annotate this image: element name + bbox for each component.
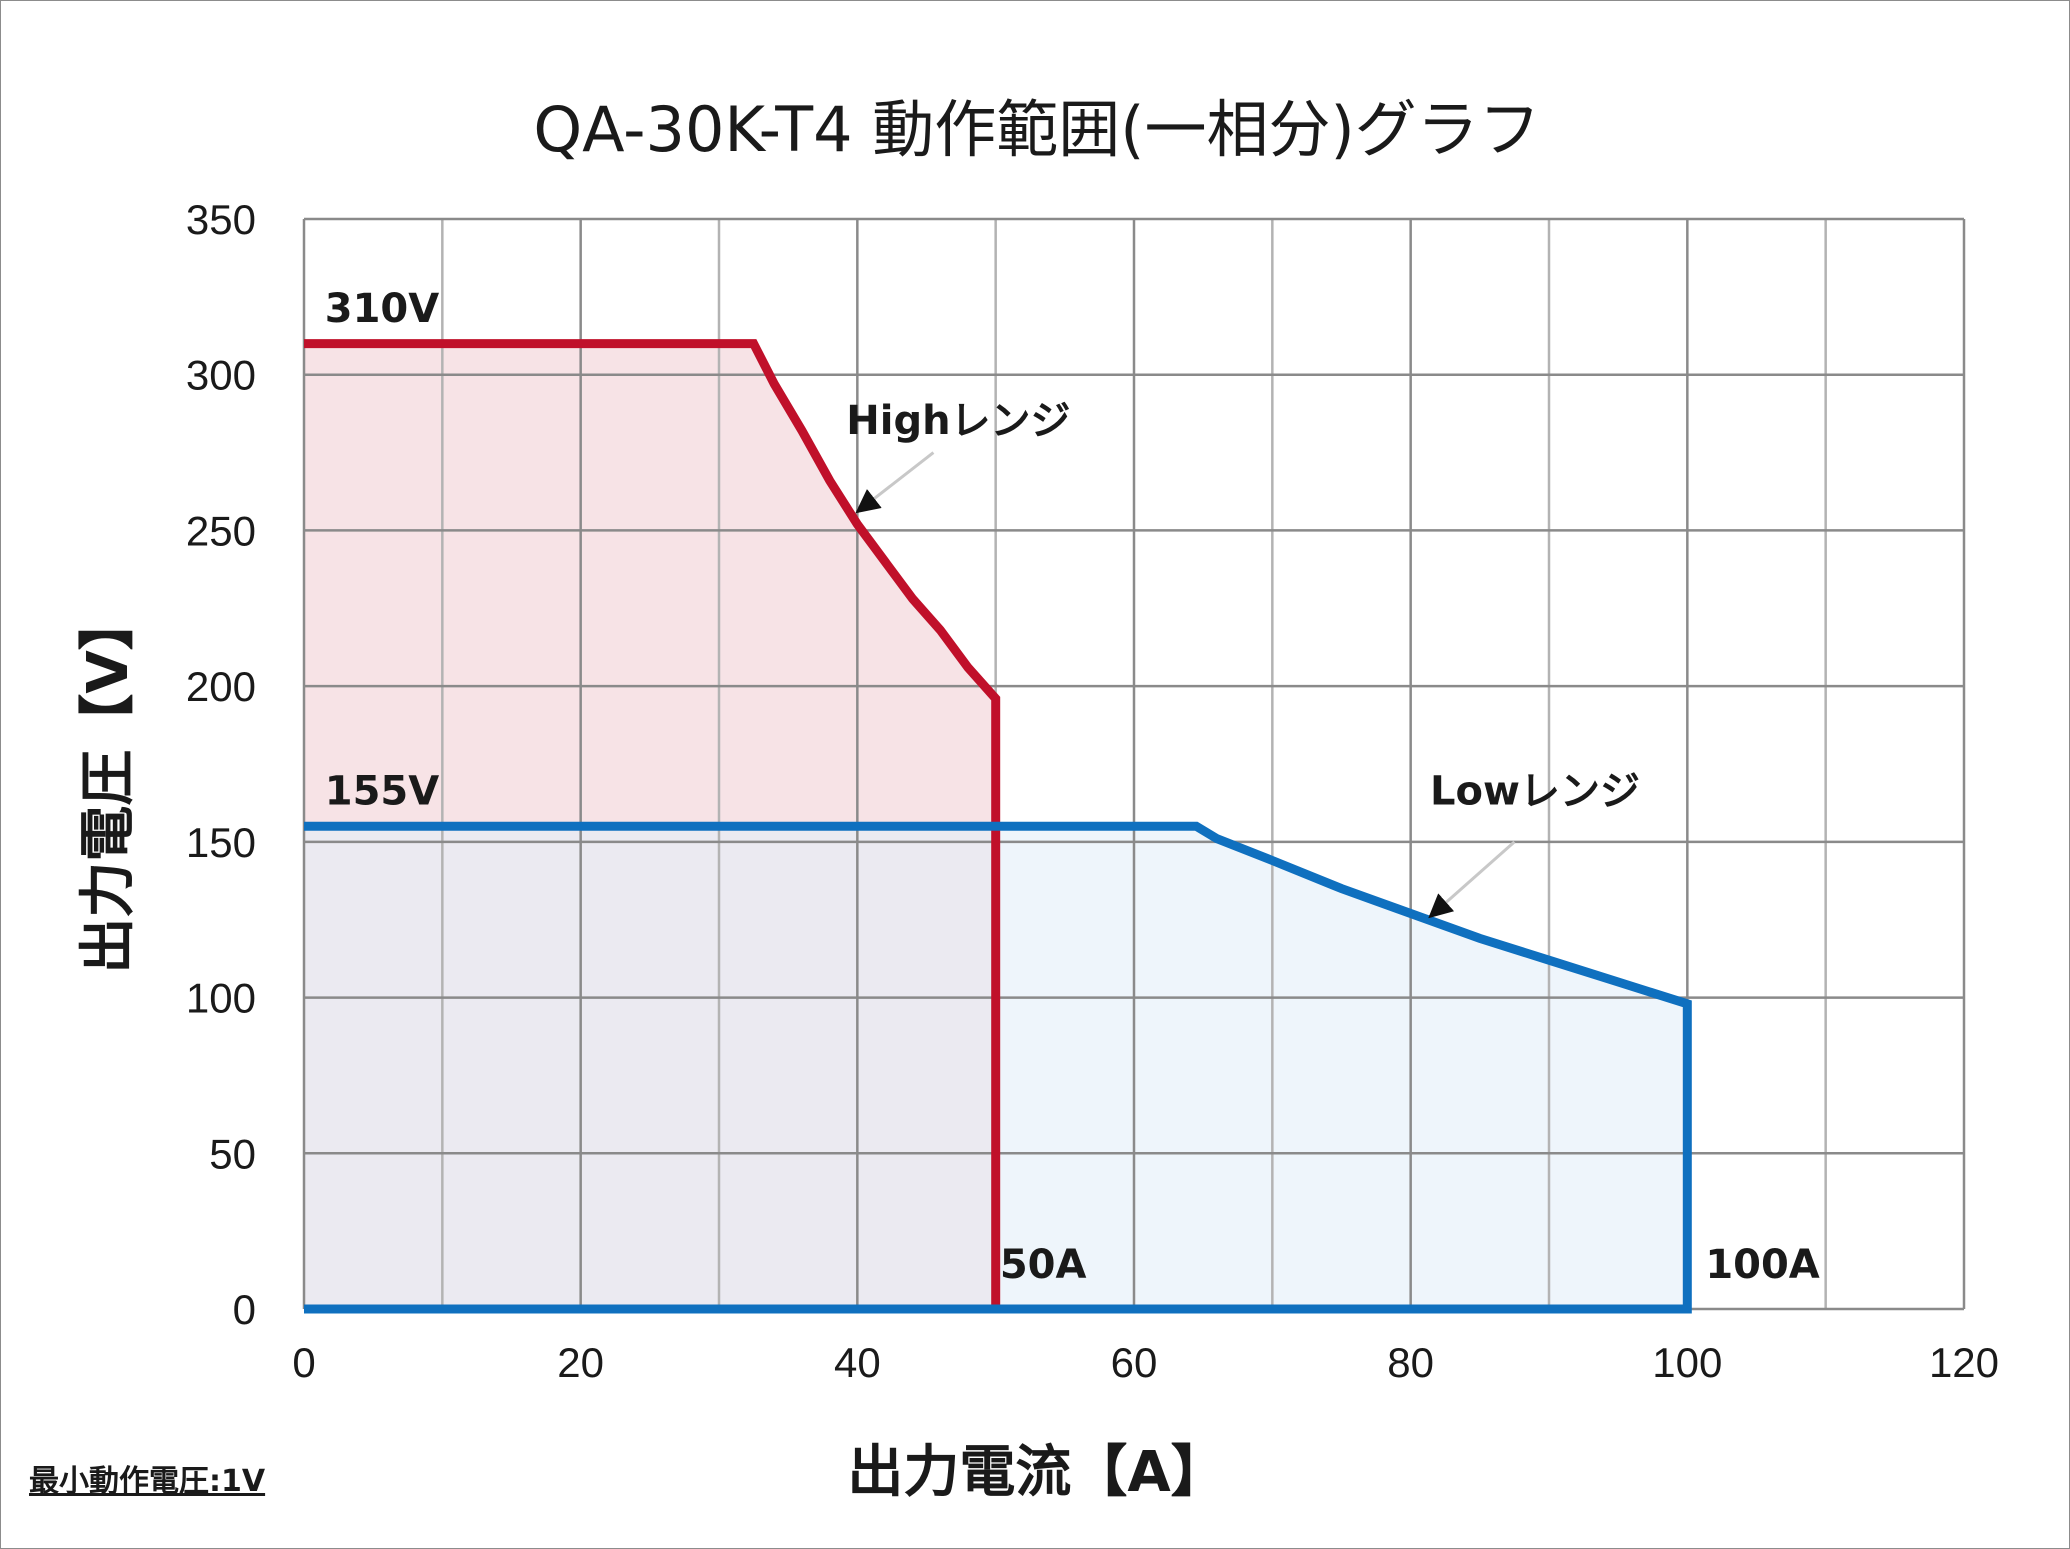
annotation-label: Lowレンジ	[1430, 768, 1640, 814]
annotation-arrow-icon	[855, 489, 882, 514]
y-tick-label: 200	[186, 663, 256, 710]
annotation-label: 50A	[1000, 1242, 1087, 1288]
footnote-min-voltage: 最小動作電圧:1V	[29, 1464, 266, 1499]
y-tick-label: 50	[209, 1130, 256, 1177]
x-axis-label: 出力電流【A】	[847, 1440, 1226, 1505]
annotation-label: 100A	[1705, 1242, 1819, 1288]
x-tick-label: 100	[1652, 1339, 1722, 1386]
y-tick-label: 350	[186, 196, 256, 243]
y-tick-label: 150	[186, 819, 256, 866]
y-tick-label: 0	[233, 1286, 256, 1333]
y-axis-label: 出力電圧【V】	[76, 594, 141, 973]
y-tick-label: 250	[186, 507, 256, 554]
x-tick-label: 80	[1387, 1339, 1434, 1386]
y-tick-label: 300	[186, 352, 256, 399]
y-tick-label: 100	[186, 975, 256, 1022]
annotation-label: 310V	[325, 286, 439, 332]
x-tick-label: 120	[1929, 1339, 1999, 1386]
annotation-label: 155V	[325, 768, 439, 814]
x-tick-label: 40	[834, 1339, 881, 1386]
annotation-label: Highレンジ	[846, 398, 1070, 444]
series-line-low	[304, 821, 1692, 1314]
chart-title: QA-30K-T4 動作範囲(一相分)グラフ	[533, 93, 1540, 166]
annotation-arrow-icon	[1428, 893, 1455, 919]
series-line-high	[304, 339, 1001, 1314]
x-tick-label: 0	[292, 1339, 315, 1386]
x-tick-label: 60	[1111, 1339, 1158, 1386]
x-tick-label: 20	[557, 1339, 604, 1386]
plot-area: 0 20 40 60 80 100 120 0 50 100 150 200 250 300 350 310V…	[186, 196, 1999, 1386]
